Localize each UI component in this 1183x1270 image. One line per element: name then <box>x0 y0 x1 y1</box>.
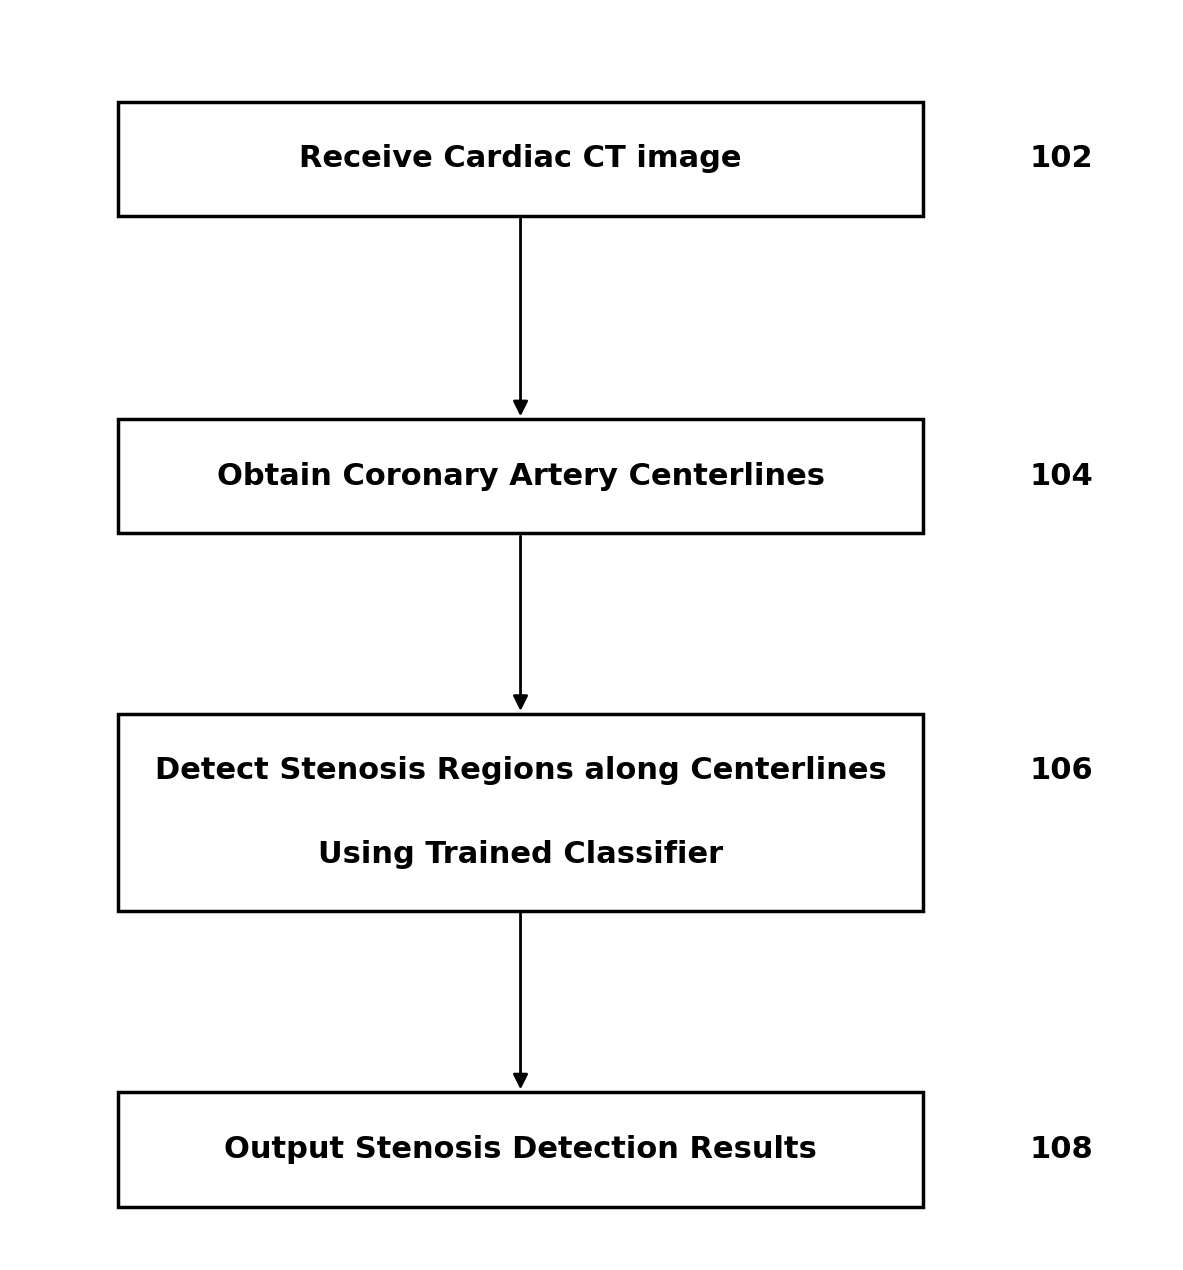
Text: 106: 106 <box>1029 757 1093 785</box>
Text: 104: 104 <box>1029 462 1093 490</box>
Text: Output Stenosis Detection Results: Output Stenosis Detection Results <box>224 1135 817 1163</box>
Text: 108: 108 <box>1029 1135 1093 1163</box>
Text: Obtain Coronary Artery Centerlines: Obtain Coronary Artery Centerlines <box>216 462 825 490</box>
Text: Receive Cardiac CT image: Receive Cardiac CT image <box>299 145 742 173</box>
Bar <box>118 714 923 912</box>
Text: 102: 102 <box>1029 145 1093 173</box>
Text: Detect Stenosis Regions along Centerlines: Detect Stenosis Regions along Centerline… <box>155 757 886 785</box>
Text: Using Trained Classifier: Using Trained Classifier <box>318 841 723 869</box>
Bar <box>118 419 923 533</box>
Bar <box>118 1092 923 1206</box>
Bar <box>118 102 923 216</box>
